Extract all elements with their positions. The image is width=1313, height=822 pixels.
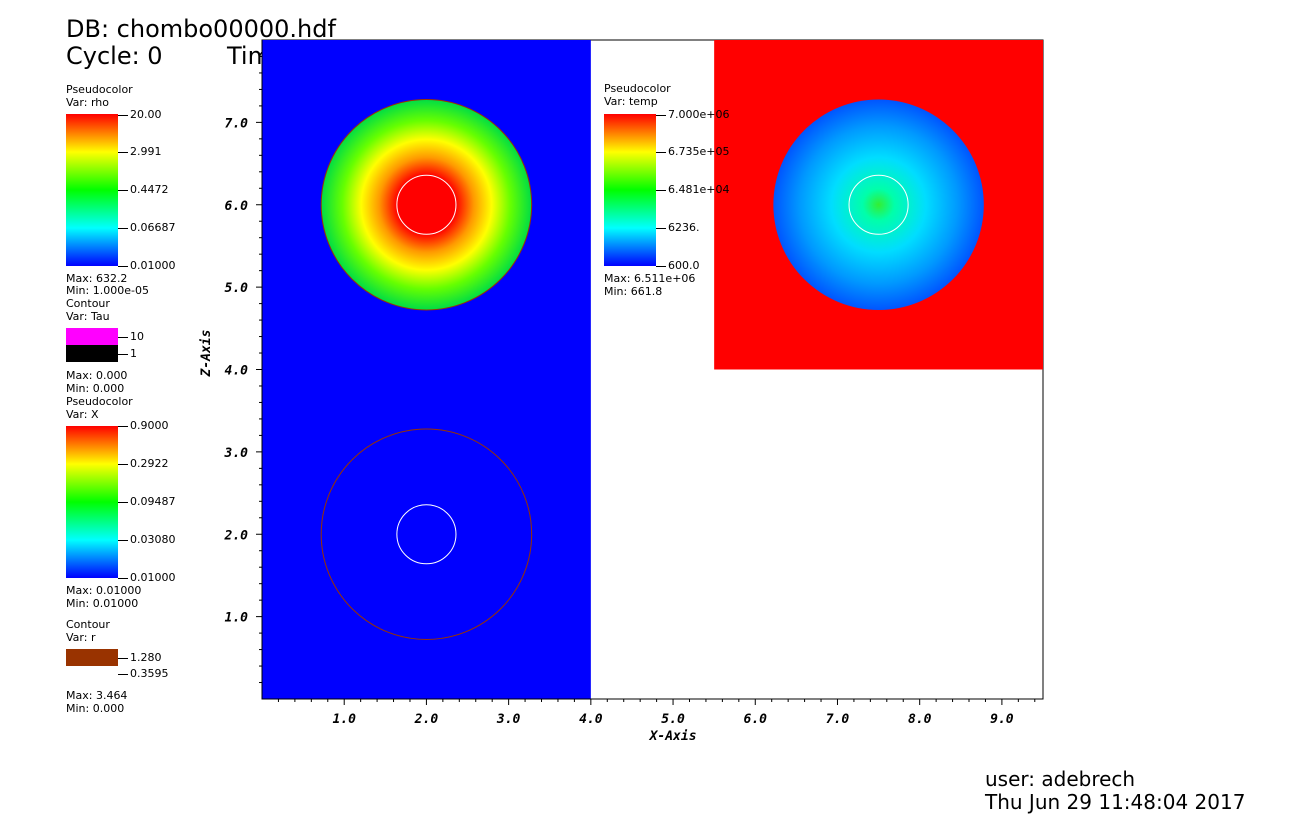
legend-rho-max: Max: 632.2 bbox=[66, 272, 128, 285]
legend-r-min: Min: 0.000 bbox=[66, 702, 125, 715]
legend-r-max: Max: 3.464 bbox=[66, 689, 128, 702]
legend-temp-tick: 6.735e+05 bbox=[656, 146, 729, 157]
legend-temp-tick: 7.000e+06 bbox=[656, 109, 729, 120]
legend-temp-tick: 600.0 bbox=[656, 260, 700, 271]
legend-temp-min: Min: 661.8 bbox=[604, 285, 663, 298]
contour-r bbox=[320, 428, 533, 640]
cycle-label: Cycle: 0 bbox=[66, 42, 163, 70]
legend-x-tick: 0.09487 bbox=[118, 496, 176, 507]
legend-r-swatch bbox=[66, 649, 118, 666]
legend-rho-tick: 0.01000 bbox=[118, 260, 176, 271]
x-tick-label: 8.0 bbox=[908, 712, 932, 727]
legend-tau-var: Var: Tau bbox=[66, 310, 110, 323]
legend-rho-tick: 0.06687 bbox=[118, 222, 176, 233]
y-tick-label: 7.0 bbox=[225, 116, 249, 131]
x-tick-label: 7.0 bbox=[826, 712, 850, 727]
contour-r bbox=[320, 99, 533, 311]
date-label: Thu Jun 29 11:48:04 2017 bbox=[985, 790, 1246, 814]
x-tick-label: 5.0 bbox=[661, 712, 685, 727]
legend-x-tick: 0.2922 bbox=[118, 458, 169, 469]
legend-tau-swatch bbox=[66, 328, 118, 345]
legend-temp-kind: Pseudocolor bbox=[604, 82, 671, 95]
contour-r bbox=[396, 504, 457, 565]
legend-x-kind: Pseudocolor bbox=[66, 395, 133, 408]
x-axis-label: X-Axis bbox=[649, 729, 697, 744]
legend-rho-tick: 0.4472 bbox=[118, 184, 169, 195]
contour-r bbox=[396, 174, 457, 235]
legend-x-tick: 0.01000 bbox=[118, 572, 176, 583]
user-label: user: adebrech bbox=[985, 767, 1136, 791]
x-tick-label: 9.0 bbox=[990, 712, 1014, 727]
y-tick-label: 3.0 bbox=[224, 446, 249, 461]
legend-temp-max: Max: 6.511e+06 bbox=[604, 272, 696, 285]
x-tick-label: 1.0 bbox=[332, 712, 356, 727]
legend-tau-min: Min: 0.000 bbox=[66, 382, 125, 395]
legend-tau-kind: Contour bbox=[66, 297, 110, 310]
legend-rho-kind: Pseudocolor bbox=[66, 83, 133, 96]
x-tick-label: 4.0 bbox=[579, 712, 603, 727]
legend-temp-tick: 6236. bbox=[656, 222, 700, 233]
legend-tau-swatch bbox=[66, 345, 118, 362]
y-tick-label: 5.0 bbox=[225, 281, 249, 296]
x-tick-label: 3.0 bbox=[496, 712, 521, 727]
legend-rho-colorbar bbox=[66, 114, 118, 266]
blob-temp bbox=[773, 99, 984, 310]
y-tick-label: 6.0 bbox=[225, 199, 249, 214]
x-tick-label: 2.0 bbox=[414, 712, 439, 727]
legend-tau-level: 1 bbox=[118, 348, 137, 359]
legend-r-var: Var: r bbox=[66, 631, 96, 644]
legend-rho-min: Min: 1.000e-05 bbox=[66, 284, 149, 297]
legend-x-var: Var: X bbox=[66, 408, 99, 421]
legend-rho-var: Var: rho bbox=[66, 96, 109, 109]
legend-x-min: Min: 0.01000 bbox=[66, 597, 139, 610]
y-tick-label: 4.0 bbox=[225, 364, 249, 379]
legend-rho-tick: 20.00 bbox=[118, 109, 162, 120]
legend-temp-colorbar bbox=[604, 114, 656, 266]
legend-x-max: Max: 0.01000 bbox=[66, 584, 142, 597]
db-title: DB: chombo00000.hdf bbox=[66, 15, 336, 43]
contour-r bbox=[848, 174, 909, 235]
legend-x-colorbar bbox=[66, 426, 118, 578]
legend-r-level: 0.3595 bbox=[118, 668, 169, 679]
legend-tau-max: Max: 0.000 bbox=[66, 369, 128, 382]
y-axis-label: Z-Axis bbox=[199, 330, 214, 378]
legend-x-tick: 0.03080 bbox=[118, 534, 176, 545]
y-tick-label: 1.0 bbox=[225, 611, 249, 626]
legend-rho-tick: 2.991 bbox=[118, 146, 162, 157]
legend-tau-level: 10 bbox=[118, 331, 144, 342]
legend-r-kind: Contour bbox=[66, 618, 110, 631]
y-tick-label: 2.0 bbox=[224, 528, 249, 543]
blob-rho bbox=[321, 99, 532, 310]
legend-r-level: 1.280 bbox=[118, 652, 162, 663]
x-tick-label: 6.0 bbox=[744, 712, 768, 727]
legend-x-tick: 0.9000 bbox=[118, 420, 169, 431]
legend-temp-var: Var: temp bbox=[604, 95, 658, 108]
legend-temp-tick: 6.481e+04 bbox=[656, 184, 729, 195]
